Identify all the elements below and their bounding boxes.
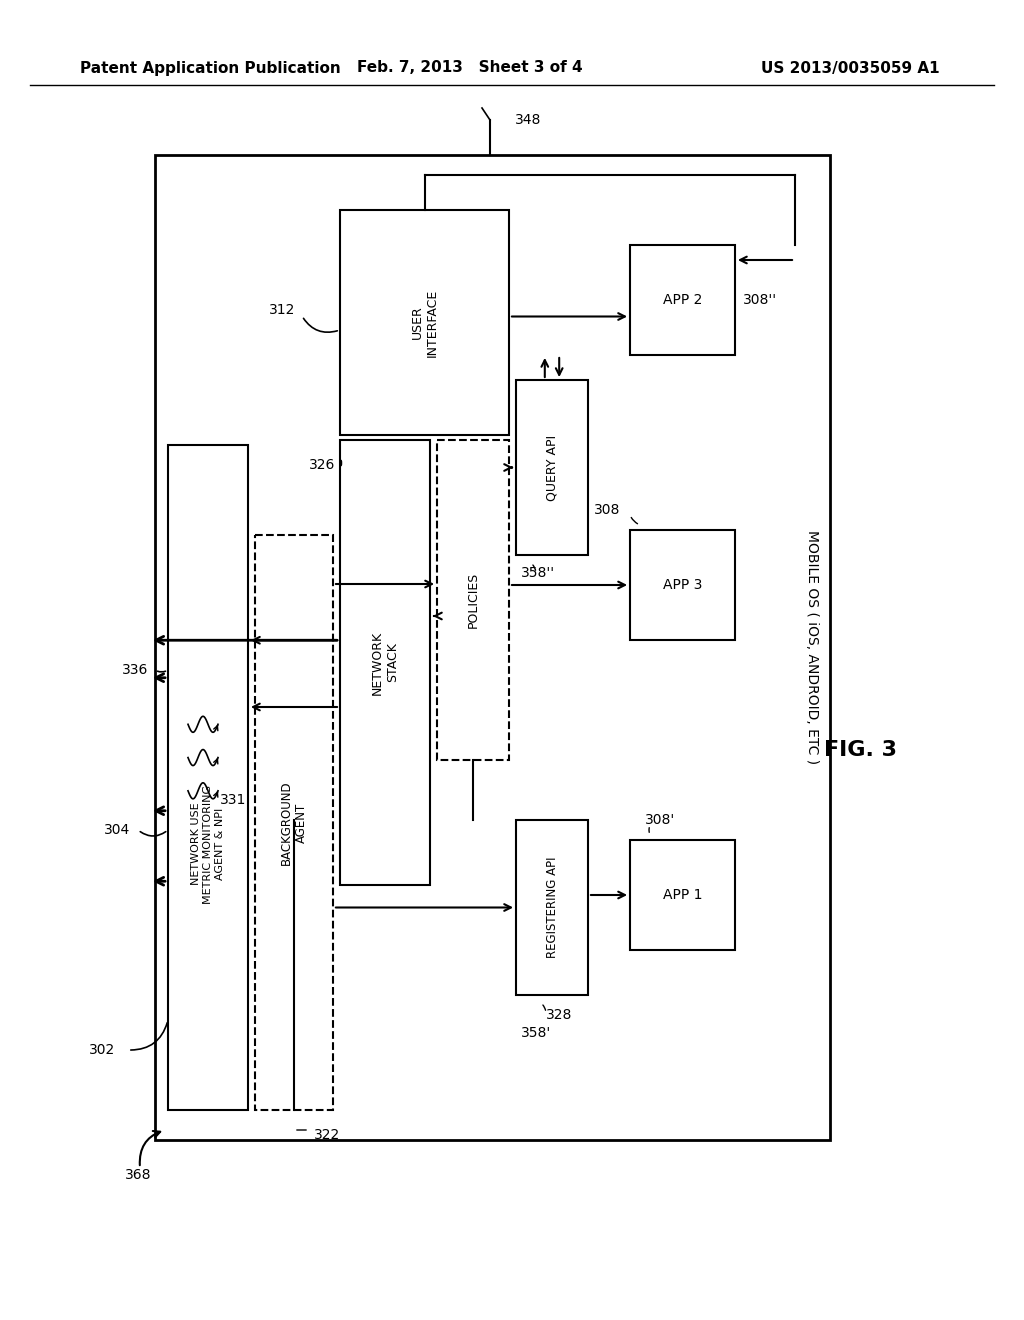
Text: USER
INTERFACE: USER INTERFACE (411, 288, 438, 356)
Text: NETWORK USE
METRIC MONITORING
AGENT & NPI: NETWORK USE METRIC MONITORING AGENT & NP… (191, 784, 224, 904)
Text: 326: 326 (308, 458, 335, 473)
Bar (340, 440, 430, 884)
Bar (516, 820, 588, 995)
Text: 302: 302 (89, 1043, 115, 1057)
Text: 336: 336 (122, 663, 148, 677)
Text: 308'': 308'' (743, 293, 777, 308)
Text: APP 3: APP 3 (663, 578, 702, 591)
Text: REGISTERING API: REGISTERING API (546, 857, 558, 958)
Bar (437, 440, 509, 760)
Text: POLICIES: POLICIES (467, 572, 479, 628)
Text: 328: 328 (546, 1008, 572, 1022)
Text: 358': 358' (521, 1026, 551, 1040)
Text: QUERY API: QUERY API (546, 434, 558, 500)
Bar (168, 445, 248, 1110)
Bar (630, 840, 735, 950)
Text: 348: 348 (515, 114, 542, 127)
Bar (155, 154, 830, 1140)
Bar (255, 535, 333, 1110)
Text: BACKGROUND
AGENT: BACKGROUND AGENT (280, 780, 308, 865)
Text: 368: 368 (125, 1168, 152, 1181)
Bar (630, 246, 735, 355)
Text: Patent Application Publication: Patent Application Publication (80, 61, 341, 75)
Text: FIG. 3: FIG. 3 (823, 741, 896, 760)
Text: 358'': 358'' (521, 566, 555, 579)
Text: MOBILE OS ( iOS, ANDROID, ETC ): MOBILE OS ( iOS, ANDROID, ETC ) (805, 531, 819, 764)
Text: US 2013/0035059 A1: US 2013/0035059 A1 (762, 61, 940, 75)
Text: APP 1: APP 1 (663, 888, 702, 902)
Text: Feb. 7, 2013   Sheet 3 of 4: Feb. 7, 2013 Sheet 3 of 4 (357, 61, 583, 75)
Text: 308: 308 (594, 503, 620, 517)
Text: 312: 312 (268, 304, 295, 317)
Bar (630, 531, 735, 640)
Text: 322: 322 (314, 1129, 340, 1142)
Text: NETWORK
STACK: NETWORK STACK (371, 631, 399, 694)
Text: 331: 331 (220, 793, 247, 807)
Text: 304: 304 (103, 822, 130, 837)
Text: APP 2: APP 2 (663, 293, 702, 308)
Bar (340, 210, 509, 436)
Bar (516, 380, 588, 554)
Text: 308': 308' (645, 813, 675, 828)
